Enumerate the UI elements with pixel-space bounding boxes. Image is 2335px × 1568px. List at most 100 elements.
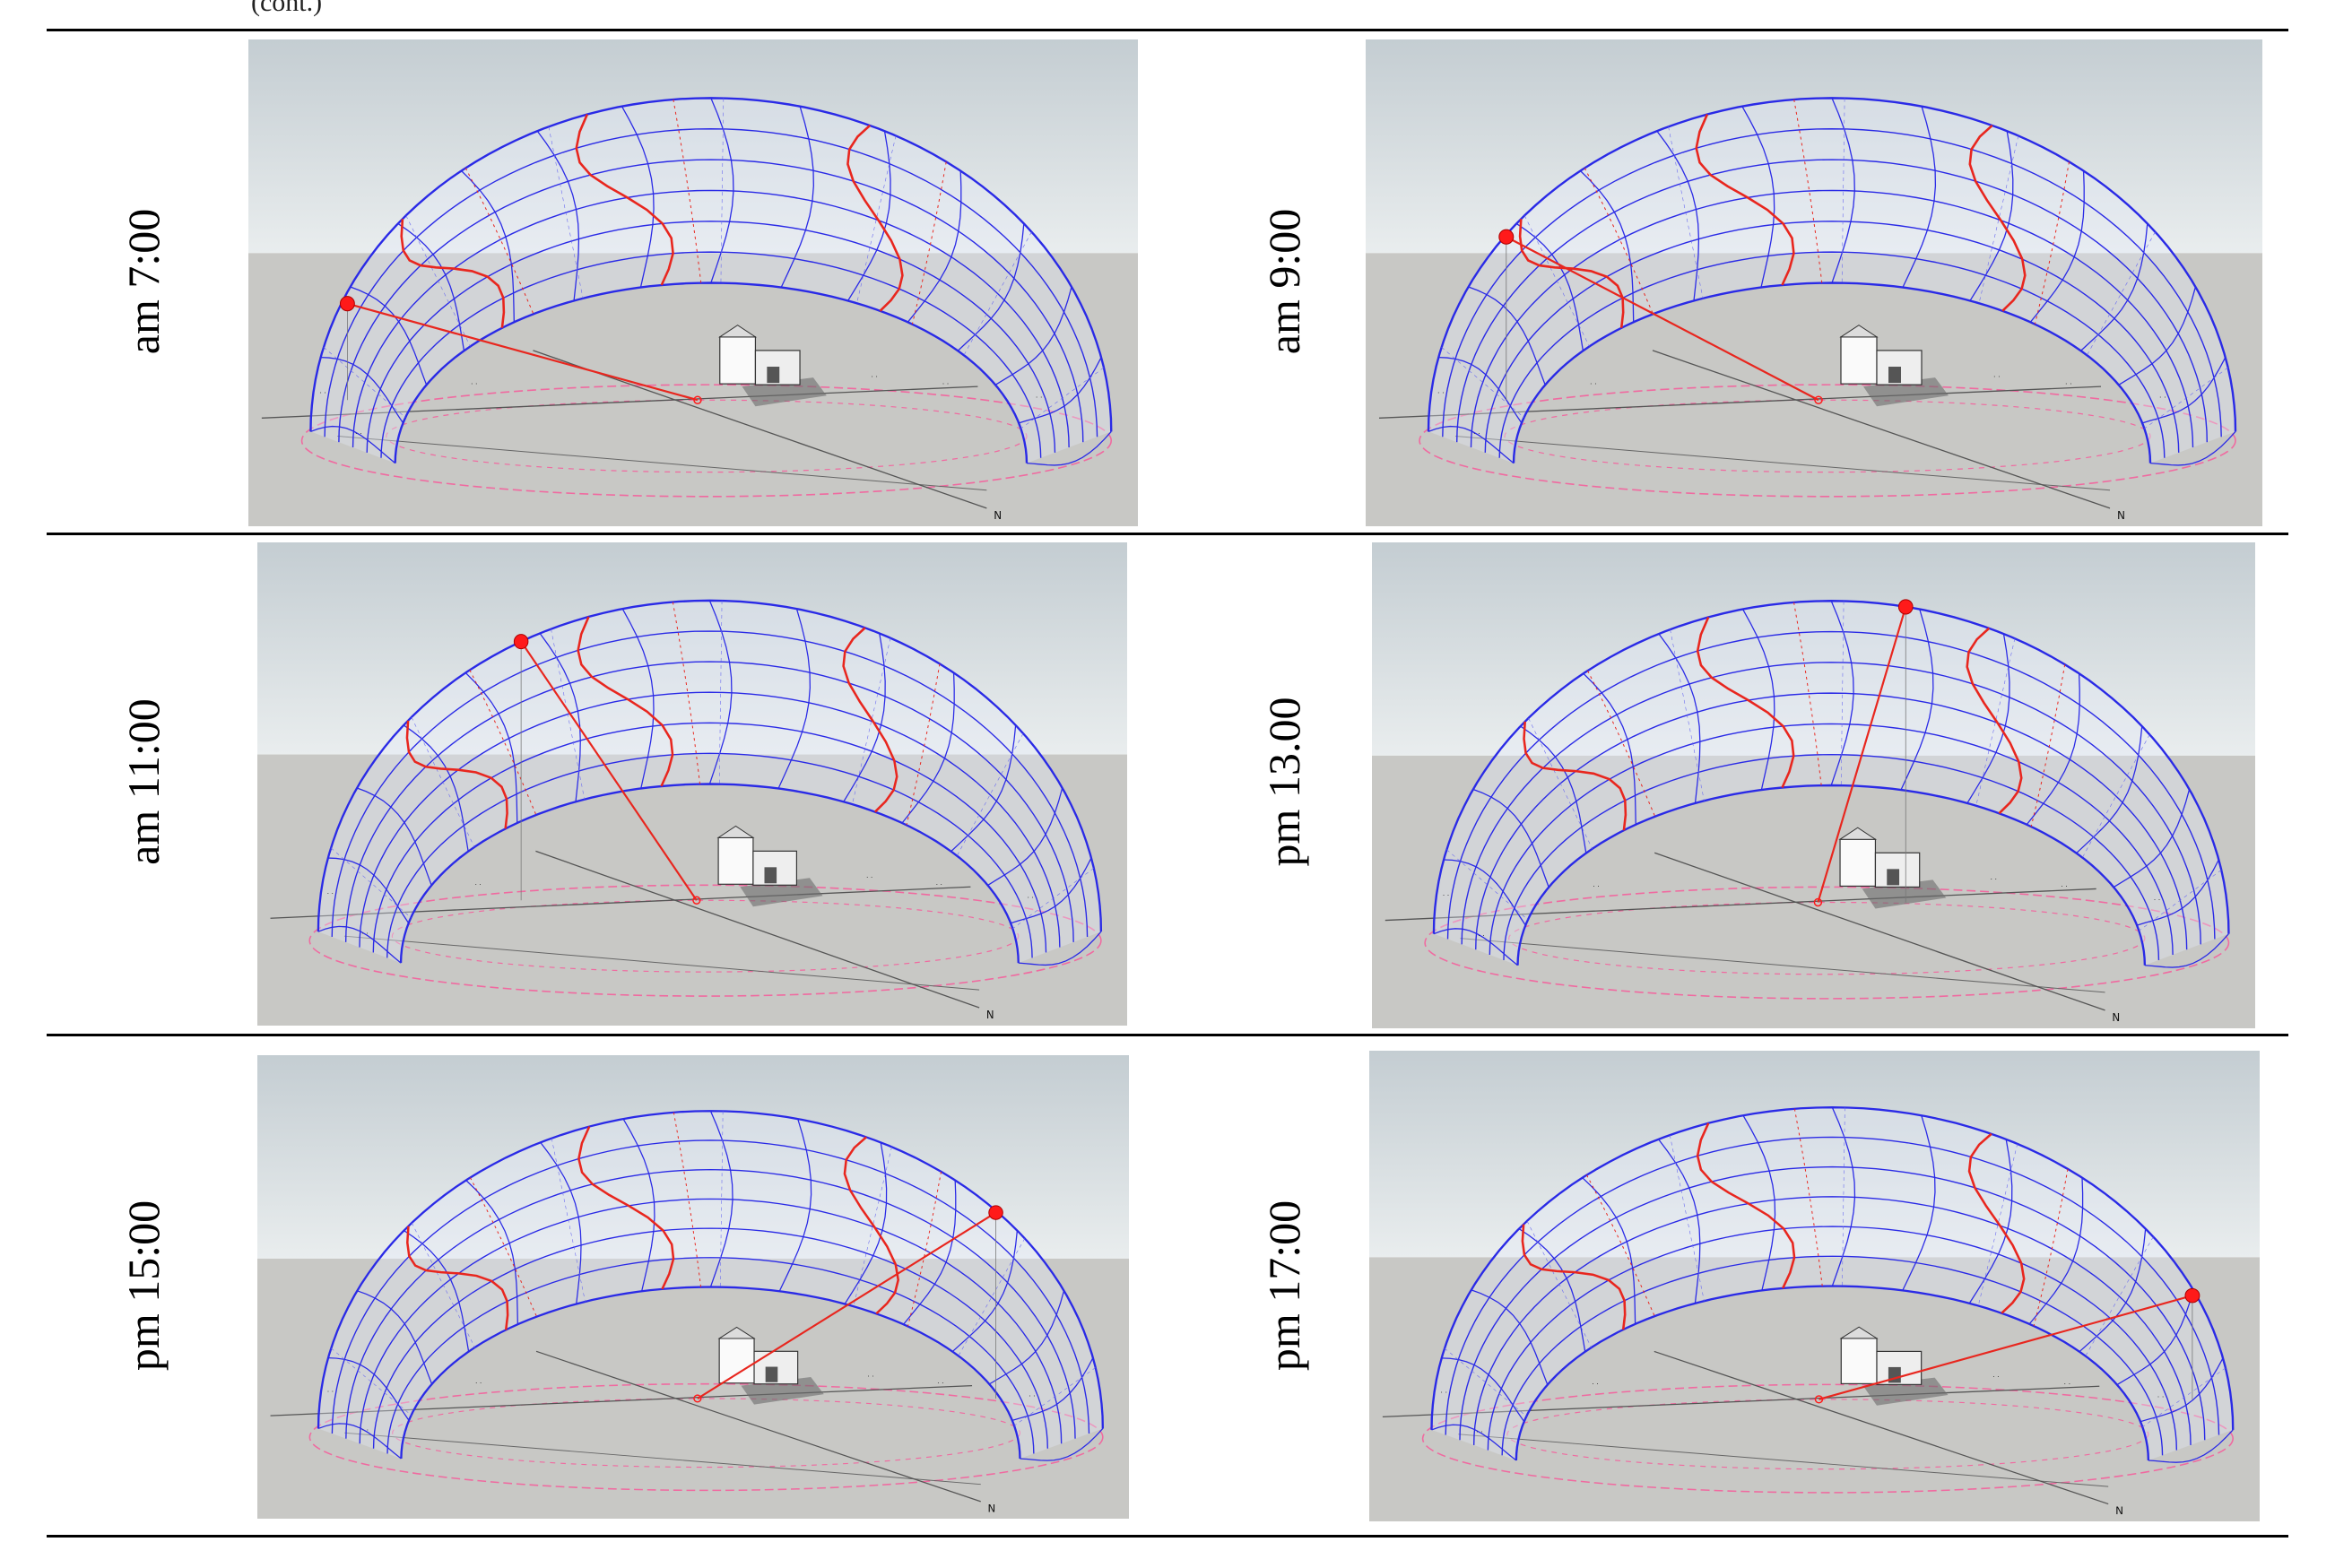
sun-path-diagram-am-11: N · · · · · · · · · · · · — [257, 542, 1127, 1026]
sun-path-svg: N · · · · · · · · · · · · — [1372, 542, 2255, 1028]
sky-background — [257, 542, 1127, 755]
secondary-axis — [344, 1432, 981, 1486]
sun-path-svg: N · · · · · · · · · · · · — [257, 1055, 1129, 1519]
dome-meridian-line — [1431, 1424, 1517, 1461]
dome-ring-line — [324, 128, 1098, 437]
dome-hour-dashed-line — [1842, 1107, 1845, 1286]
dome-surface — [1431, 1107, 2234, 1460]
previous-caption-fragment: (cont.) — [0, 0, 2335, 27]
tick-mark-label: · · — [2157, 1393, 2165, 1401]
tick-mark-label: · · — [937, 1380, 943, 1388]
seasonal-line-dashed — [2033, 1168, 2069, 1327]
tick-mark-label: · · — [1593, 882, 1600, 890]
sun-ray — [1506, 236, 1819, 402]
building-wing-left — [718, 1338, 755, 1384]
seasonal-line — [1521, 1224, 1627, 1330]
tick-mark-label: · · — [1036, 394, 1043, 402]
sun-ray — [1819, 1295, 2193, 1400]
sky-background — [257, 1055, 1129, 1259]
dome-grid — [1432, 600, 2230, 968]
sun-ray — [697, 1211, 997, 1399]
north-axis — [1654, 852, 2105, 1011]
dome-hour-dashed-line — [2144, 367, 2228, 429]
dome-hour-dashed-line — [963, 231, 1032, 356]
seasonal-line — [406, 1226, 509, 1330]
dome-meridian-line — [2116, 1289, 2194, 1386]
dome-grid — [317, 599, 1103, 966]
dome-hour-dashed-line — [2085, 1236, 2154, 1356]
dome-surface — [318, 1111, 1103, 1459]
north-axis — [1654, 1350, 2109, 1505]
sun-path-diagram-pm-15: N · · · · · · · · · · · · — [257, 1055, 1129, 1519]
east-west-axis — [1378, 386, 2102, 419]
dome-surface — [1428, 98, 2235, 463]
secondary-axis — [1454, 435, 2111, 491]
sun-marker — [988, 1205, 1003, 1220]
north-label: N — [2115, 1504, 2123, 1517]
dome-ring-line — [372, 1227, 1048, 1449]
dome-grid — [317, 1110, 1105, 1461]
dome-meridian-line — [310, 425, 396, 464]
sky-background — [1369, 1051, 2260, 1258]
ground-ellipse-inner — [386, 399, 1028, 473]
dome-meridian-line — [2118, 286, 2197, 386]
dome-meridian-line — [778, 1118, 812, 1292]
sun-path-diagram-am-9: N · · · · · · · · · · · · — [1366, 39, 2262, 526]
dome-hour-dashed-line — [1840, 601, 1845, 786]
dome-ring-line — [1470, 189, 2194, 448]
dome-grid — [309, 97, 1113, 466]
dome-ring-line — [1461, 662, 2201, 945]
ground-ellipse-outer — [300, 384, 1113, 498]
seasonal-line — [1967, 1132, 2026, 1314]
dome-hour-dashed-line — [551, 628, 586, 800]
seasonal-line-dashed — [469, 1177, 537, 1317]
dome-meridian-line — [1472, 788, 1549, 888]
building-roof — [1839, 1326, 1879, 1339]
seasonal-line — [1696, 1122, 1796, 1289]
north-label: N — [986, 1009, 994, 1021]
dome-ring-line — [1498, 251, 2166, 458]
seasonal-line-dashed — [1587, 670, 1656, 817]
tick-mark-label: · · — [1992, 1373, 2000, 1382]
building-door — [1888, 367, 1901, 384]
dome-surface — [1433, 601, 2229, 966]
sun-path-svg: N · · · · · · · · · · · · — [248, 39, 1138, 526]
dome-meridian-line — [1433, 928, 1518, 966]
dome-hour-dashed-line — [1013, 1367, 1096, 1426]
dome-ring-line — [359, 691, 1061, 948]
tick-mark-label: · · — [1590, 380, 1597, 388]
dome-hour-dashed-line — [405, 215, 471, 347]
dome-meridian-line — [2113, 789, 2191, 888]
dome-hour-dashed-line — [958, 1238, 1026, 1356]
tick-mark-label: · · — [1592, 1380, 1599, 1388]
north-label: N — [994, 509, 1002, 522]
building-roof — [1839, 325, 1879, 338]
dome-meridian-line — [317, 925, 402, 964]
dome-meridian-line — [350, 286, 428, 386]
seasonal-line-dashed — [906, 663, 941, 826]
dome-meridian-line — [2149, 430, 2236, 466]
dome-hour-dashed-line — [551, 1138, 586, 1303]
observer-point — [693, 1394, 702, 1403]
building-door — [765, 1366, 778, 1382]
north-axis — [535, 1350, 981, 1503]
seasonal-line — [1523, 721, 1628, 831]
dome-meridian-line — [320, 357, 404, 424]
tick-mark-label: · · — [2065, 380, 2072, 388]
dome-ring-line — [317, 1110, 1105, 1429]
dome-ring-line — [1501, 1255, 2164, 1456]
dome-ring-line — [1487, 1226, 2178, 1451]
seasonal-line-dashed — [907, 1171, 942, 1327]
dome-meridian-line — [847, 131, 891, 301]
dome-ring-line — [338, 159, 1084, 443]
tick-mark-label: · · — [475, 880, 482, 888]
seasonal-line — [577, 616, 674, 787]
building-model — [718, 325, 827, 407]
table-row-divider-1 — [47, 533, 2288, 535]
dome-ring-line — [386, 1257, 1035, 1454]
ground-ellipse-outer — [308, 1382, 1104, 1492]
tick-mark-label: · · — [1440, 1389, 1447, 1397]
dome-hour-dashed-line — [411, 1222, 475, 1348]
tick-mark-label: · · — [1029, 1392, 1035, 1400]
dome-hour-dashed-line — [2139, 870, 2222, 931]
